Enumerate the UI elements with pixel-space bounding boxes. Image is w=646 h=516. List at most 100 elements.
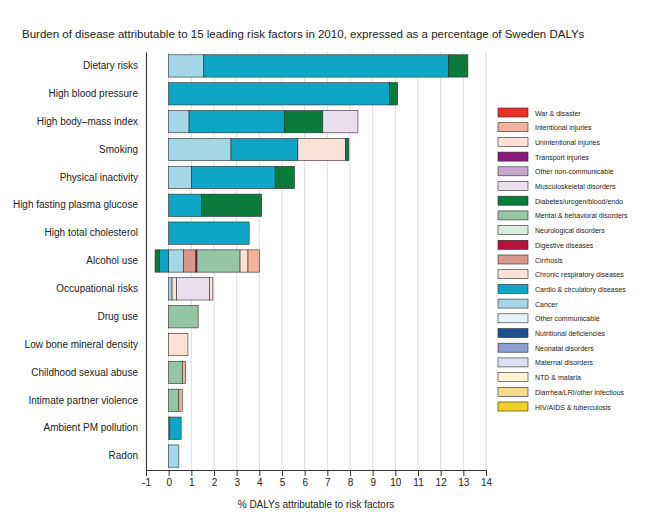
- legend-swatch: [498, 167, 528, 176]
- legend-label: Diarrhea/LRI/other infectious: [535, 389, 625, 396]
- bar-segment: [191, 166, 275, 188]
- y-axis: Dietary risksHigh blood pressureHigh bod…: [13, 53, 147, 471]
- x-tick: 1: [189, 470, 195, 488]
- y-tick: Intimate partner violence: [28, 395, 138, 406]
- legend-entry: Unintentional injuries: [498, 137, 600, 147]
- y-tick-label: Ambient PM pollution: [44, 422, 139, 433]
- series-group: [179, 250, 259, 412]
- bar-segment: [169, 111, 189, 133]
- bar-segment: [183, 250, 195, 272]
- x-tick-label: 13: [458, 477, 470, 488]
- bar-segment: [168, 250, 169, 272]
- grid-line: [486, 52, 487, 470]
- bar-segment: [168, 222, 169, 244]
- bar-segment: [168, 222, 169, 244]
- legend-swatch: [498, 402, 528, 411]
- bar-segment: [168, 111, 169, 133]
- bar-segment: [168, 138, 169, 160]
- x-axis: -101234567891011121314: [142, 470, 492, 488]
- bar-segment: [168, 166, 169, 188]
- bar-segment: [168, 222, 169, 244]
- x-tick-mark: [463, 470, 464, 476]
- legend-swatch: [498, 211, 528, 220]
- bar-segment: [168, 250, 169, 272]
- x-tick-label: 3: [234, 477, 240, 488]
- y-tick-label: Drug use: [97, 311, 138, 322]
- x-tick: 0: [166, 470, 172, 488]
- x-tick-label: 5: [280, 477, 286, 488]
- legend-entry: Mental & behavioral disorders: [498, 211, 628, 220]
- bar-segment: [168, 417, 169, 439]
- bar-segment: [168, 111, 169, 133]
- x-tick-mark: [486, 470, 487, 476]
- bar-segment: [169, 55, 204, 77]
- x-tick-label: 9: [370, 477, 376, 488]
- bar-segment: [169, 166, 192, 188]
- y-tick: Alcohol use: [86, 255, 138, 266]
- y-tick-label: High fasting plasma glucose: [13, 199, 139, 210]
- x-tick: 7: [325, 470, 331, 488]
- legend-entry: Neonatal disorders: [498, 343, 594, 352]
- bar-segment: [168, 417, 169, 439]
- bar-segment: [172, 278, 177, 300]
- bar-segment: [168, 83, 169, 105]
- bar-segment: [168, 361, 169, 383]
- legend-entry: Neurological disorders: [498, 226, 605, 236]
- bar-segment: [168, 83, 169, 105]
- bar-segment: [168, 445, 169, 467]
- bar-segment: [168, 278, 169, 300]
- bar-segment: [168, 417, 169, 439]
- bar-segment: [169, 138, 231, 160]
- legend-entry: Diarrhea/LRI/other infectious: [498, 387, 625, 396]
- bar-segment: [168, 55, 169, 77]
- x-tick-mark: [441, 470, 442, 476]
- legend-swatch: [498, 270, 528, 279]
- bar-segment: [168, 55, 169, 77]
- series-group: [155, 55, 468, 272]
- bar-segment: [168, 194, 169, 216]
- bar-segment: [168, 55, 169, 77]
- x-tick: 12: [436, 470, 448, 488]
- bar-segment: [168, 166, 169, 188]
- legend-swatch: [498, 284, 528, 293]
- bar-segment: [168, 417, 169, 439]
- x-tick-label: 4: [257, 477, 263, 488]
- bar-segment: [168, 111, 169, 133]
- bar-segment: [168, 445, 169, 467]
- y-tick-label: Physical inactivity: [60, 172, 138, 183]
- legend-swatch: [498, 152, 528, 161]
- bar-segment: [168, 389, 169, 411]
- bar-segment: [390, 83, 398, 105]
- bar-segment: [168, 445, 169, 467]
- bar-segment: [169, 306, 198, 328]
- bar-segment: [168, 138, 169, 160]
- bar-segment: [231, 138, 298, 160]
- bar-segment: [168, 111, 169, 133]
- x-tick: 5: [280, 470, 286, 488]
- bar-segment: [168, 278, 169, 300]
- bar-segment: [168, 138, 169, 160]
- legend-label: Cardio & circulatory diseases: [535, 286, 626, 294]
- legend-label: War & disaster: [535, 110, 581, 117]
- x-tick-mark: [327, 470, 328, 476]
- legend-swatch: [498, 387, 528, 396]
- legend-swatch: [498, 196, 528, 205]
- bar-segment: [169, 445, 179, 467]
- legend-entry: HIV/AIDS & tuberculosis: [498, 402, 611, 411]
- bar-segment: [168, 138, 169, 160]
- x-axis-line: [147, 470, 487, 471]
- bar-segment: [168, 306, 169, 328]
- bar-segment: [248, 250, 259, 272]
- bar-segment: [168, 278, 169, 300]
- bar-segment: [240, 250, 248, 272]
- bar-segment: [168, 389, 169, 411]
- bar-segment: [168, 111, 169, 133]
- chart: Burden of disease attributable to 15 lea…: [0, 0, 646, 516]
- bar-segment: [168, 361, 169, 383]
- x-tick: 9: [370, 470, 376, 488]
- bar-segment: [168, 194, 169, 216]
- bar-segment: [168, 55, 169, 77]
- bar-segment: [168, 83, 169, 105]
- bar-segment: [168, 194, 169, 216]
- legend-swatch: [498, 240, 528, 249]
